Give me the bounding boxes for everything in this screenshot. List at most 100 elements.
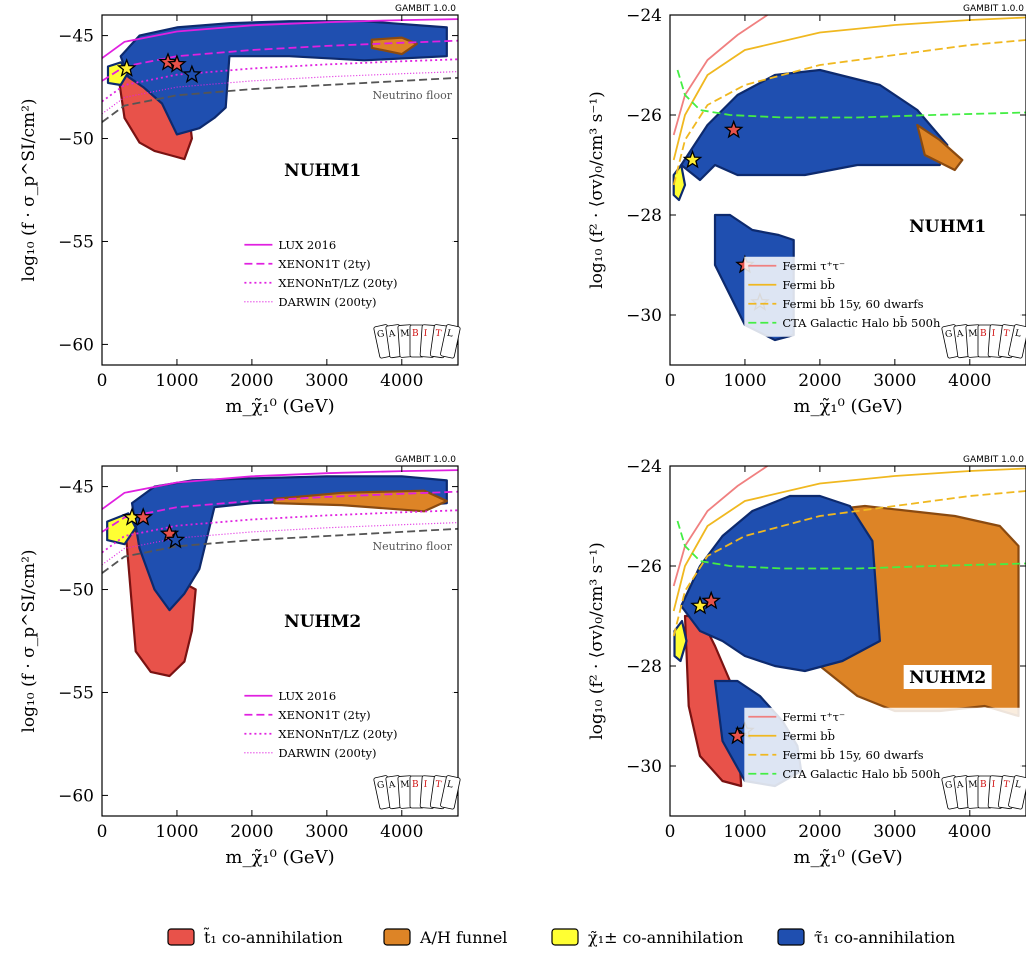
limit-curve <box>102 509 458 554</box>
logo-letter: I <box>423 329 428 339</box>
logo-letter: B <box>980 780 987 790</box>
logo-letter: I <box>423 780 428 790</box>
y-tick-label: −26 <box>626 106 662 126</box>
y-tick-label: −50 <box>58 581 94 601</box>
x-tick-label: 0 <box>97 371 108 391</box>
x-tick-label: 2000 <box>230 822 273 842</box>
x-tick-label: 3000 <box>305 822 348 842</box>
x-tick-label: 3000 <box>873 822 916 842</box>
legend-swatch-chargino <box>551 928 579 946</box>
annotation: Neutrino floor <box>373 540 453 553</box>
logo-letter: G <box>944 780 953 791</box>
logo-letter: M <box>400 329 410 340</box>
limit-curve <box>102 71 458 115</box>
limit-curve <box>102 522 458 566</box>
logo-letter: B <box>980 329 987 339</box>
y-axis-label: log₁₀ (f · σ_p^SI/cm²) <box>19 549 39 732</box>
y-axis-label: log₁₀ (f · σ_p^SI/cm²) <box>19 98 39 281</box>
legend-swatch-stau <box>777 928 805 946</box>
figure: 0 1000 2000 3000 4000 −45 −50 −55 −60 m_χ̃₁⁰ (GeV… <box>19 4 1026 868</box>
logo-card <box>1008 324 1026 359</box>
logo-letter: B <box>412 329 419 339</box>
region-stau <box>680 68 949 182</box>
y-tick-label: −55 <box>58 232 94 252</box>
model-label-bg <box>903 214 992 238</box>
plot-area <box>102 469 458 678</box>
panel-nuhm2-sv: 0 1000 2000 3000 4000 −24 −26 −28 −30 m_χ̃₁⁰ (GeV… <box>587 455 1026 868</box>
best-fit-star <box>165 529 186 549</box>
global-legend: t̃₁ co-annihilation A/H funnel χ̃₁± co-ann… <box>167 927 955 947</box>
logo-letter: T <box>435 329 442 340</box>
logo-card <box>1008 775 1026 810</box>
model-label-bg <box>903 665 992 689</box>
x-axis-label: m_χ̃₁⁰ (GeV) <box>793 396 902 417</box>
x-tick-label: 3000 <box>305 371 348 391</box>
x-axis-label: m_χ̃₁⁰ (GeV) <box>793 847 902 868</box>
x-axis-label: m_χ̃₁⁰ (GeV) <box>225 396 334 417</box>
best-fit-star <box>682 149 703 169</box>
logo-card <box>440 775 461 810</box>
x-tick-label: 0 <box>97 822 108 842</box>
model-label: NUHM2 <box>909 668 986 688</box>
model-label: NUHM2 <box>284 612 361 632</box>
x-tick-label: 4000 <box>380 371 423 391</box>
legend-swatch-stop <box>167 928 195 946</box>
limit-curve <box>672 466 768 587</box>
legend-label: CTA Galactic Halo bb̄ 500h <box>782 767 941 781</box>
limits-legend: LUX 2016 XENON1T (2ty) XENONnT/LZ (20ty) DA… <box>240 235 454 316</box>
logo-letter: M <box>968 780 978 791</box>
model-label: NUHM1 <box>284 161 361 181</box>
logo-letter: L <box>446 780 454 791</box>
best-fit-star <box>116 58 137 77</box>
annotation: Neutrino floor <box>373 89 453 102</box>
logo-letter: L <box>446 329 454 340</box>
y-tick-label: −28 <box>626 657 662 677</box>
logo-letter: L <box>1014 329 1022 340</box>
y-tick-label: −30 <box>626 306 662 326</box>
logo-letter: I <box>991 329 996 339</box>
best-fit-star <box>701 590 722 610</box>
region-funnel <box>273 489 448 513</box>
legend-swatch-funnel <box>383 928 411 946</box>
x-tick-label: 4000 <box>948 371 991 391</box>
legend-label: LUX 2016 <box>278 689 336 703</box>
version-badge: GAMBIT 1.0.0 <box>395 455 456 465</box>
panel-nuhm2-si: 0 1000 2000 3000 4000 −45 −50 −55 −60 m_χ̃₁⁰ (GeV… <box>19 455 461 868</box>
best-fit-star <box>182 64 202 84</box>
y-tick-label: −60 <box>58 335 94 355</box>
limit-curve <box>672 490 1026 637</box>
y-tick-label: −28 <box>626 206 662 226</box>
legend-label: Fermi τ⁺τ⁻ <box>782 710 845 724</box>
region-stau <box>119 20 448 136</box>
legend-label: Fermi bb̄ <box>782 729 835 743</box>
limit-curve <box>102 58 458 103</box>
limit-curve <box>676 520 1026 570</box>
version-badge: GAMBIT 1.0.0 <box>395 4 456 14</box>
panel-nuhm1-sv: 0 1000 2000 3000 4000 −24 −26 −28 −30 m_χ̃₁⁰ (GeV… <box>587 4 1026 417</box>
limits-legend-bg <box>240 235 454 316</box>
logo-letter: T <box>435 780 442 791</box>
y-tick-label: −45 <box>58 27 94 47</box>
y-tick-label: −24 <box>626 457 662 477</box>
legend-label: Fermi bb̄ 15y, 60 dwarfs <box>782 748 923 762</box>
x-tick-label: 0 <box>665 371 676 391</box>
logo-letter: A <box>387 329 396 340</box>
limits-legend-bg <box>240 686 454 767</box>
logo-letter: T <box>1003 780 1010 791</box>
best-fit-star <box>133 507 154 526</box>
legend-label: Fermi τ⁺τ⁻ <box>782 259 845 273</box>
limits-legend: Fermi τ⁺τ⁻ Fermi bb̄ Fermi bb̄ 15y, 60 dwa… <box>744 707 1022 788</box>
best-fit-star <box>167 54 187 73</box>
y-tick-label: −55 <box>58 683 94 703</box>
logo-letter: M <box>400 780 410 791</box>
legend-label: CTA Galactic Halo bb̄ 500h <box>782 316 941 330</box>
plot-area <box>672 466 1026 788</box>
version-badge: GAMBIT 1.0.0 <box>963 455 1024 465</box>
legend-label-funnel: A/H funnel <box>419 928 507 947</box>
logo-letter: I <box>991 780 996 790</box>
best-fit-star <box>690 595 710 615</box>
x-tick-label: 1000 <box>155 371 198 391</box>
